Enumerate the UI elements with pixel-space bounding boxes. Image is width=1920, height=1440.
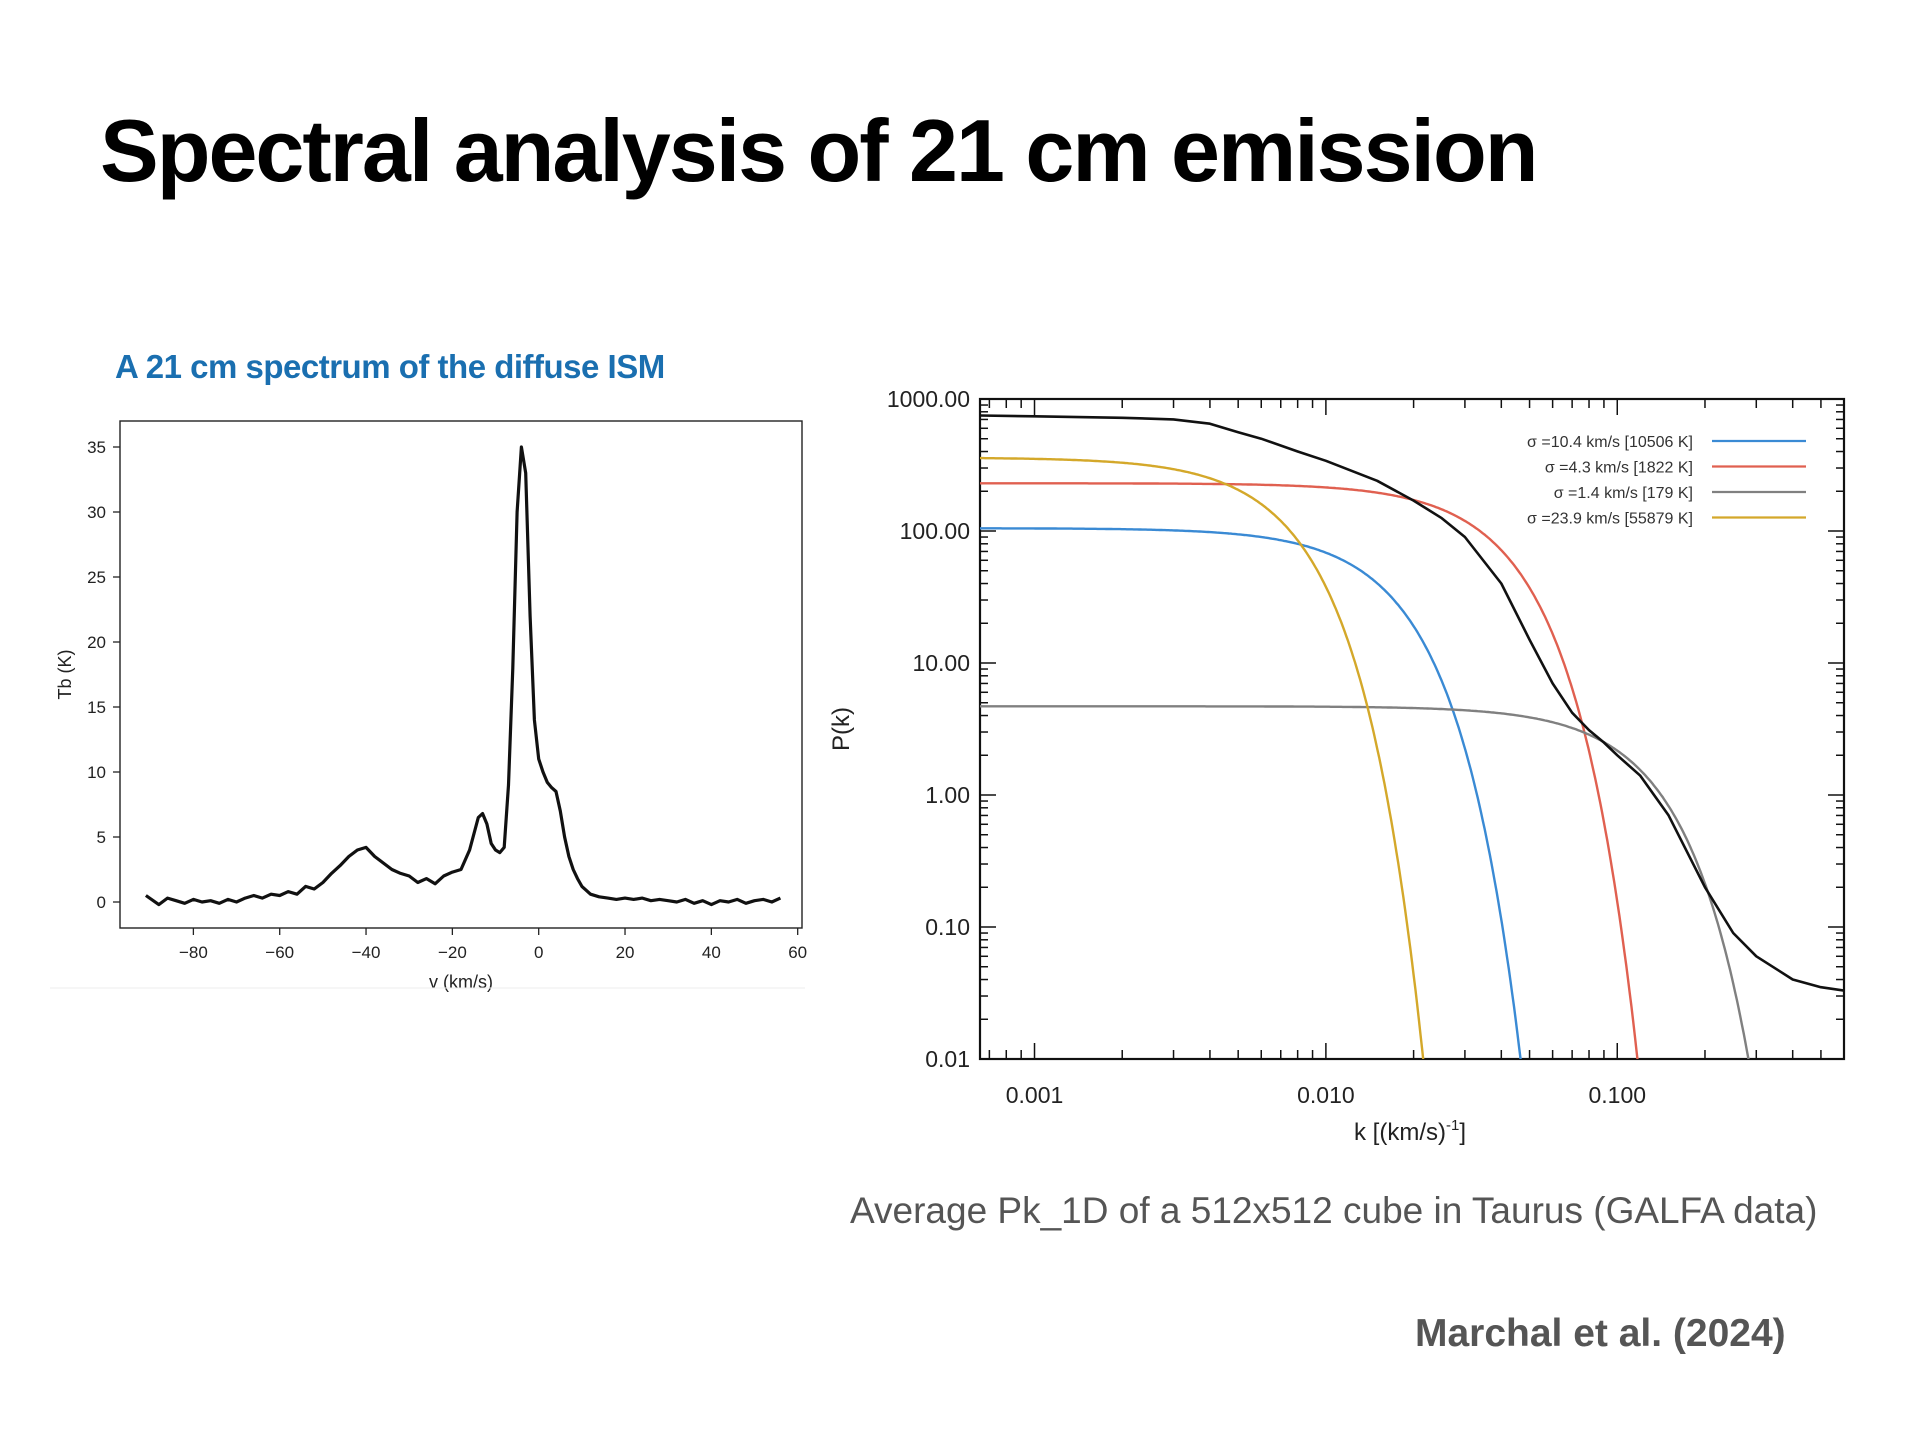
spectrum-line [144, 445, 782, 907]
y-tick-label: 30 [87, 503, 106, 522]
y-tick-label: 25 [87, 568, 106, 587]
y-axis-label: Tb (K) [55, 649, 75, 699]
x-tick-label: 0 [534, 943, 543, 962]
x-tick-label: −40 [352, 943, 381, 962]
y-tick-label: 0.01 [925, 1046, 970, 1072]
x-tick-label: −60 [265, 943, 294, 962]
y-tick-label: 10 [87, 763, 106, 782]
legend-entry-label: σ =1.4 km/s [179 K] [1554, 485, 1693, 502]
spectrum-axes-frame [119, 420, 803, 929]
component-curve [980, 705, 1750, 1059]
x-axis-label: k [(km/s)-1] [1354, 1117, 1466, 1146]
x-tick-label: 0.001 [1006, 1082, 1064, 1108]
component-curve [980, 527, 1522, 1059]
legend-entry-label: σ =10.4 km/s [10506 K] [1527, 434, 1693, 451]
component-curve [980, 456, 1425, 1059]
y-tick-label: 10.00 [912, 650, 970, 676]
y-tick-label: 1000.00 [887, 386, 970, 412]
total-spectrum-line [980, 414, 1844, 992]
x-tick-label: 20 [616, 943, 635, 962]
legend-entry-label: σ =4.3 km/s [1822 K] [1545, 460, 1693, 477]
y-tick-label: 1.00 [925, 782, 970, 808]
x-tick-label: 0.100 [1588, 1082, 1646, 1108]
y-tick-label: 5 [97, 828, 106, 847]
power-spectrum-caption: Average Pk_1D of a 512x512 cube in Tauru… [850, 1190, 1818, 1231]
y-axis-label: P(k) [828, 707, 855, 751]
y-tick-label: 0.10 [925, 914, 970, 940]
component-curve [980, 482, 1639, 1059]
x-tick-label: −20 [438, 943, 467, 962]
power-axes-frame [978, 397, 1846, 1061]
y-tick-label: 35 [87, 438, 106, 457]
citation: Marchal et al. (2024) [1415, 1312, 1786, 1355]
legend-entry-label: σ =23.9 km/s [55879 K] [1527, 511, 1693, 528]
spectrum-chart: −80 −60 −40 −20 0 20 40 60 0 5 10 15 20 25 30 35 v (km/s… [50, 420, 807, 992]
x-tick-label: 0.010 [1297, 1082, 1355, 1108]
x-tick-label: −80 [179, 943, 208, 962]
y-tick-label: 15 [87, 698, 106, 717]
slide-title: Spectral analysis of 21 cm emission [100, 101, 1538, 200]
y-tick-label: 20 [87, 633, 106, 652]
power-spectrum-chart: 0.001 0.010 0.100 1000.00 100.00 10.00 1.00 0.1… [828, 386, 1846, 1146]
spectrum-caption: A 21 cm spectrum of the diffuse ISM [115, 348, 665, 385]
x-tick-label: 40 [702, 943, 721, 962]
x-axis-label: v (km/s) [429, 972, 493, 992]
x-tick-label: 60 [788, 943, 807, 962]
y-tick-label: 100.00 [900, 518, 970, 544]
y-tick-label: 0 [97, 893, 106, 912]
